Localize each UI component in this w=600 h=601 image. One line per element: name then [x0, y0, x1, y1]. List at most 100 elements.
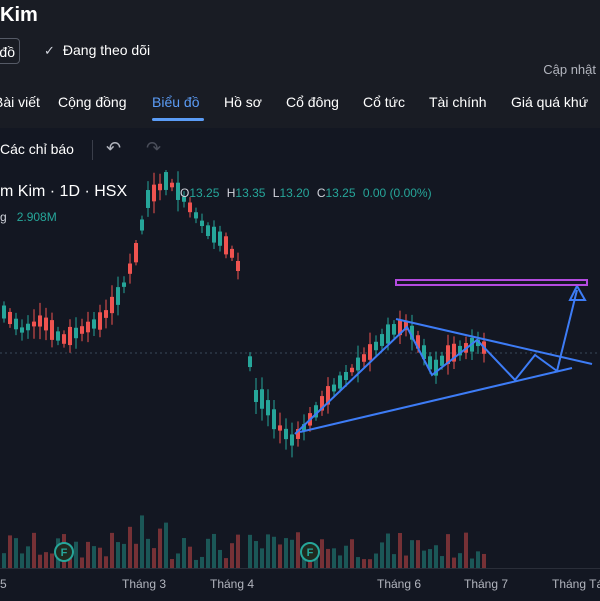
event-marker-1[interactable]: F	[54, 542, 74, 562]
page-title: Kim	[0, 4, 38, 26]
candle	[254, 390, 258, 402]
upper-trendline	[395, 318, 593, 365]
candle	[230, 248, 234, 258]
candle	[302, 424, 306, 431]
volume-bar	[188, 546, 192, 568]
volume-bar	[182, 538, 186, 568]
redo-icon[interactable]: ↷	[146, 138, 162, 158]
volume-bar	[482, 553, 486, 568]
candle	[392, 324, 396, 335]
indicators-button[interactable]: Các chỉ báo	[0, 141, 74, 157]
volume-bar	[218, 549, 222, 568]
tab-dividends[interactable]: Cổ tức	[363, 94, 406, 110]
ohlc-values: O13.25 H13.35 L13.20 C13.25 0.00 (0.00%)	[180, 186, 436, 200]
volume-bar	[458, 553, 462, 568]
candle	[362, 354, 366, 362]
volume-bar	[422, 550, 426, 568]
tab-chart[interactable]: Biểu đồ	[152, 94, 200, 110]
volume-bar	[140, 515, 144, 568]
volume-bar	[68, 553, 72, 568]
x-tick: Tháng 4	[210, 577, 255, 591]
target-zone[interactable]	[395, 279, 588, 286]
volume-bar	[290, 539, 294, 568]
volume-bar	[356, 557, 360, 568]
candle	[206, 225, 210, 236]
volume-bar	[338, 555, 342, 568]
candle	[452, 343, 456, 362]
volume-bar	[170, 559, 174, 568]
arrow-head	[568, 283, 587, 301]
page-header: Kim đồ ✓ Đang theo dõi Cập nhật Bài viết …	[0, 0, 600, 128]
volume-bar	[350, 539, 354, 568]
volume-bar	[302, 555, 306, 568]
candle	[44, 317, 48, 331]
volume-legend: g 2.908M	[0, 210, 57, 224]
event-marker-label: F	[307, 547, 314, 559]
volume-bar	[14, 538, 18, 568]
volume-bar	[104, 556, 108, 568]
volume-bar	[440, 556, 444, 568]
x-tick: Tháng 7	[464, 577, 509, 591]
candle	[350, 367, 354, 373]
volume-bar	[332, 548, 336, 568]
volume-bar	[428, 549, 432, 568]
active-tab-indicator	[152, 118, 204, 121]
candle	[398, 319, 402, 336]
volume-bar	[476, 551, 480, 568]
event-marker-2[interactable]: F	[300, 542, 320, 562]
volume-bar	[308, 559, 312, 568]
open-label: O	[180, 186, 190, 200]
candle	[158, 183, 162, 191]
tab-community[interactable]: Cộng đồng	[58, 94, 127, 110]
candle	[74, 327, 78, 339]
tab-bar: Bài viết Cộng đồng Biểu đồ Hồ sơ Cổ đông…	[0, 92, 600, 124]
volume-bar	[80, 557, 84, 568]
candle	[422, 345, 426, 360]
candle	[38, 315, 42, 327]
drawing-lines[interactable]	[294, 283, 593, 435]
candle	[440, 355, 444, 366]
candle	[140, 219, 144, 231]
tab-financials[interactable]: Tài chính	[429, 94, 487, 110]
x-tick: Tháng Tá	[552, 577, 600, 591]
follow-label: Đang theo dõi	[62, 42, 151, 58]
candle	[266, 400, 270, 416]
volume-bar	[224, 558, 228, 568]
volume-bar	[176, 553, 180, 568]
volume-bar	[386, 533, 390, 568]
candle	[98, 312, 102, 330]
tab-history[interactable]: Giá quá khứ	[511, 94, 589, 110]
undo-icon[interactable]: ↶	[106, 138, 122, 158]
tab-shareholders[interactable]: Cổ đông	[286, 94, 339, 110]
candle	[224, 236, 228, 255]
candle	[62, 334, 66, 344]
price-chart[interactable]: F F	[0, 170, 600, 568]
volume-bar	[452, 557, 456, 568]
volume-bar	[110, 532, 114, 568]
candle	[170, 182, 174, 188]
volume-bar	[32, 532, 36, 568]
outline-button[interactable]: đồ	[0, 38, 20, 64]
volume-bar	[248, 534, 252, 568]
follow-button[interactable]: ✓ Đang theo dõi	[44, 42, 150, 59]
candle	[56, 331, 60, 341]
chart-toolbar: Các chỉ báo ↶ ↷	[0, 130, 600, 170]
volume-bar	[206, 538, 210, 568]
volume-bar	[98, 547, 102, 568]
volume-bar	[212, 533, 216, 568]
tab-posts[interactable]: Bài viết	[0, 94, 40, 110]
close-value: 13.25	[325, 186, 356, 200]
candle	[374, 341, 378, 351]
toolbar-divider	[92, 140, 93, 160]
x-tick: Tháng 3	[122, 577, 167, 591]
candle	[32, 321, 36, 327]
tab-profile[interactable]: Hồ sơ	[224, 94, 262, 110]
candle	[320, 396, 324, 411]
volume-bar	[158, 528, 162, 568]
volume-bar	[152, 548, 156, 568]
volume-bar	[260, 548, 264, 568]
candle	[146, 190, 150, 208]
candle	[200, 220, 204, 227]
candle	[272, 409, 276, 430]
candle	[278, 425, 282, 431]
